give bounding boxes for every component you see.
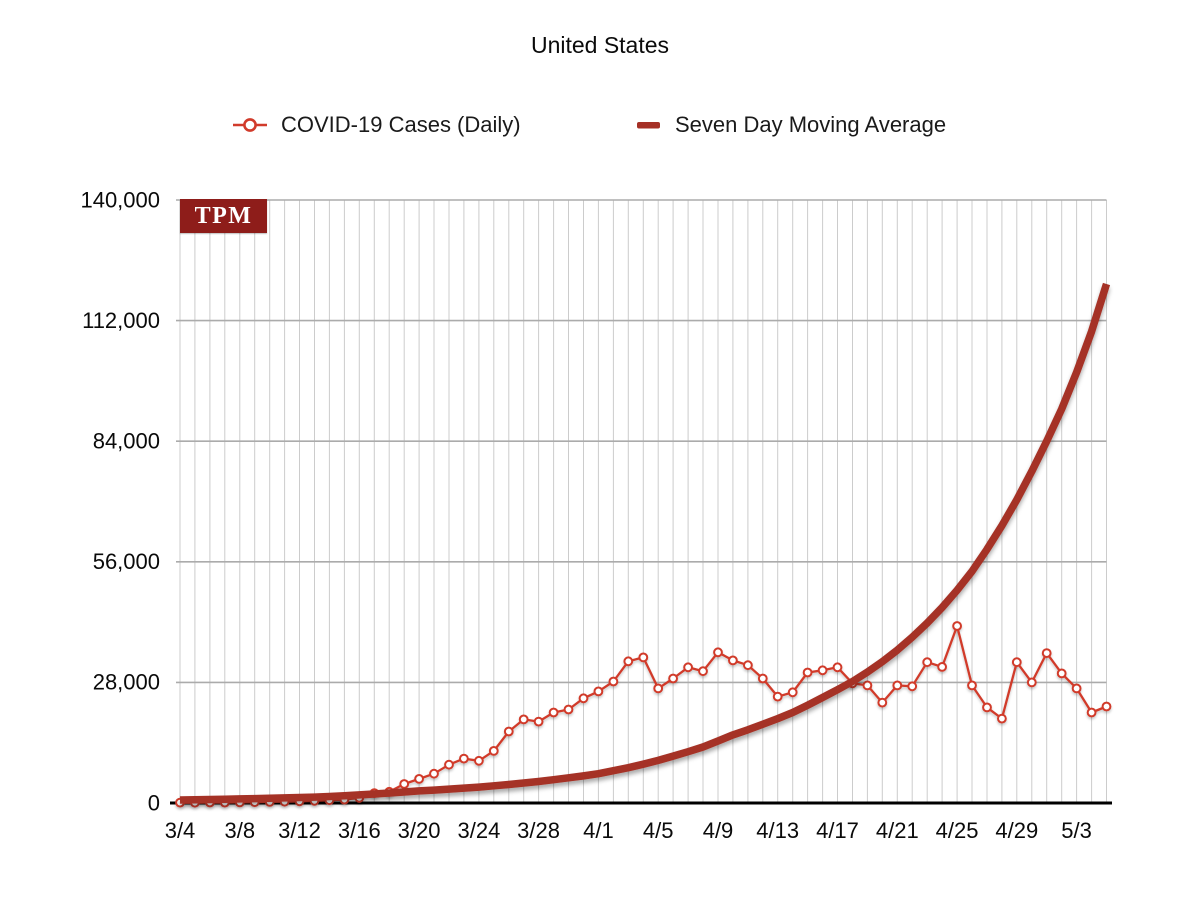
- svg-text:4/29: 4/29: [995, 818, 1038, 843]
- svg-text:4/21: 4/21: [876, 818, 919, 843]
- svg-text:4/13: 4/13: [756, 818, 799, 843]
- svg-text:3/8: 3/8: [225, 818, 256, 843]
- thick-dash-marker-icon: [637, 122, 660, 129]
- svg-text:28,000: 28,000: [93, 670, 160, 695]
- svg-text:112,000: 112,000: [82, 308, 160, 333]
- svg-text:4/5: 4/5: [643, 818, 674, 843]
- svg-text:4/17: 4/17: [816, 818, 859, 843]
- svg-text:5/3: 5/3: [1061, 818, 1092, 843]
- x-axis-tick-labels: 3/4 3/8 3/12 3/16 3/20 3/24 3/28 4/1 4/5 4/9 4/13 4…: [165, 818, 1092, 843]
- legend-item-daily-cases: COVID-19 Cases (Daily): [232, 112, 521, 138]
- legend-item-moving-average: Seven Day Moving Average: [636, 112, 946, 138]
- legend-label-daily-cases: COVID-19 Cases (Daily): [281, 112, 521, 137]
- svg-text:56,000: 56,000: [93, 549, 160, 574]
- svg-text:3/20: 3/20: [398, 818, 441, 843]
- y-axis-tick-labels: 0 28,000 56,000 84,000 112,000 140,000: [80, 187, 160, 815]
- horizontal-gridlines: [176, 199, 1107, 684]
- svg-text:3/16: 3/16: [338, 818, 381, 843]
- svg-text:3/12: 3/12: [278, 818, 321, 843]
- svg-text:4/9: 4/9: [703, 818, 734, 843]
- svg-text:140,000: 140,000: [80, 187, 160, 212]
- svg-text:3/24: 3/24: [457, 818, 500, 843]
- svg-text:3/28: 3/28: [517, 818, 560, 843]
- tpm-logo: TPM: [180, 199, 267, 233]
- svg-text:3/4: 3/4: [165, 818, 196, 843]
- svg-text:4/1: 4/1: [583, 818, 614, 843]
- chart-title: United States: [530, 32, 670, 58]
- svg-text:4/25: 4/25: [936, 818, 979, 843]
- circle-line-marker-icon: [233, 118, 267, 132]
- svg-text:0: 0: [148, 790, 160, 815]
- vertical-gridlines: [179, 200, 1107, 803]
- series-moving-average: [179, 282, 1111, 804]
- svg-text:84,000: 84,000: [93, 429, 160, 454]
- legend-label-moving-average: Seven Day Moving Average: [675, 112, 947, 137]
